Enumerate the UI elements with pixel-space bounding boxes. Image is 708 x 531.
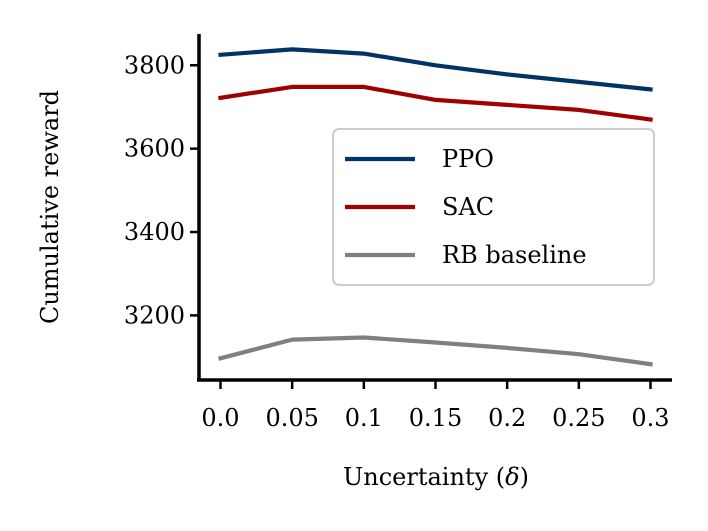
legend-box [332, 128, 655, 286]
legend-label-rb-baseline: RB baseline [442, 241, 587, 269]
series-line-rb-baseline [217, 335, 653, 367]
series-line-ppo [218, 47, 653, 92]
x-tick-label: 0.1 [345, 404, 383, 432]
legend-label-sac: SAC [442, 193, 494, 221]
legend-label-ppo: PPO [442, 145, 494, 173]
y-axis-label: Cumulative reward [36, 90, 64, 324]
x-tick-label: 0.15 [409, 404, 462, 432]
legend: PPO SAC RB baseline [332, 128, 655, 286]
y-tick-label: 3600 [124, 135, 185, 163]
x-tick-label: 0.3 [631, 404, 669, 432]
x-axis-label: Uncertainty (δ) [343, 463, 529, 491]
x-tick-label: 0.2 [488, 404, 526, 432]
y-tick-label: 3400 [124, 218, 185, 246]
y-tick-label: 3200 [124, 301, 185, 329]
plot-area: 0.0 0.05 0.1 0.15 0.2 0.25 0.3 3200 3400 3600 380… [124, 34, 672, 432]
x-tick-label: 0.25 [552, 404, 605, 432]
legend-items: PPO SAC RB baseline [345, 145, 587, 269]
x-tick-label: 0.0 [201, 404, 239, 432]
series-lines [217, 47, 653, 367]
series-line-sac [218, 84, 653, 122]
x-tick-label: 0.05 [265, 404, 318, 432]
x-ticks: 0.0 0.05 0.1 0.15 0.2 0.25 0.3 [201, 380, 670, 432]
y-ticks: 3200 3400 3600 3800 [124, 51, 199, 329]
y-tick-label: 3800 [124, 51, 185, 79]
